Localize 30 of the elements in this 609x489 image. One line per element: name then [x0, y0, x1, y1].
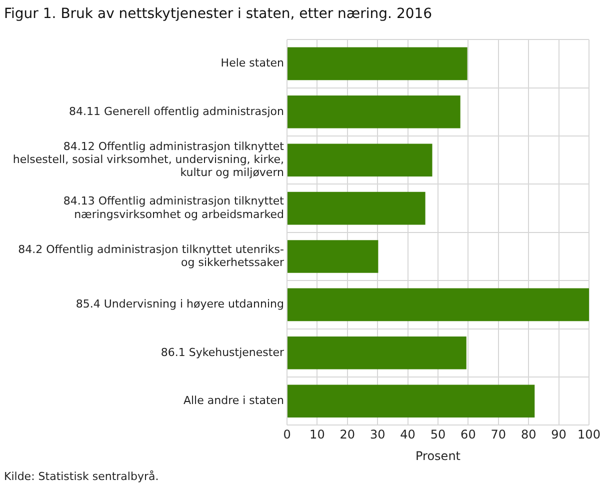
x-tick-label: 50 — [430, 428, 446, 442]
x-tick-label: 90 — [551, 428, 566, 442]
x-tick-label: 100 — [578, 428, 600, 442]
x-tick-label: 30 — [370, 428, 386, 442]
x-axis-title: Prosent — [416, 448, 461, 463]
y-tick-label: 84.13 Offentlig administrasjon tilknyttet næringsvirksomhet og arbeidsmarked — [63, 194, 285, 221]
y-tick-label: 85.4 Undervisning i høyere utdanning — [76, 298, 284, 311]
text: Kilde: Statistisk sentralbyrå. — [4, 470, 159, 483]
chart-title: Figur 1. Bruk av nettskytjenester i staten, etter næring. 2016 — [4, 6, 432, 22]
x-tick-label: 20 — [340, 428, 356, 442]
bar — [288, 144, 432, 176]
x-tick-label: 80 — [520, 428, 536, 442]
x-tick-label: 40 — [400, 428, 416, 442]
bar — [288, 384, 535, 418]
y-tick-label: Hele staten — [220, 56, 284, 70]
x-tick-label: 60 — [460, 428, 476, 442]
x-tick-label: 70 — [490, 428, 506, 442]
y-tick-label: 84.2 Offentlig administrasjon tilknyttet utenriks- og sikkerhetssaker — [18, 242, 284, 269]
bar — [288, 288, 589, 322]
y-tick-label: 84.11 Generell offentlig administrasjon — [69, 104, 284, 118]
bar — [288, 47, 468, 80]
y-tick-label: 86.1 Sykehustjenester — [160, 346, 284, 359]
bar — [288, 96, 460, 128]
y-tick-label: Alle andre i staten — [183, 394, 284, 407]
x-tick-label: 0 — [283, 428, 291, 442]
bar — [288, 336, 466, 370]
bar — [288, 192, 426, 225]
y-tick-label: 84.12 Offentlig administrasjon tilknyttet helsestell, sosial virksomhet, undervisning, kirke, kultur og miljøvern — [12, 140, 285, 180]
x-tick-label: 10 — [310, 428, 325, 442]
bar — [288, 240, 378, 273]
